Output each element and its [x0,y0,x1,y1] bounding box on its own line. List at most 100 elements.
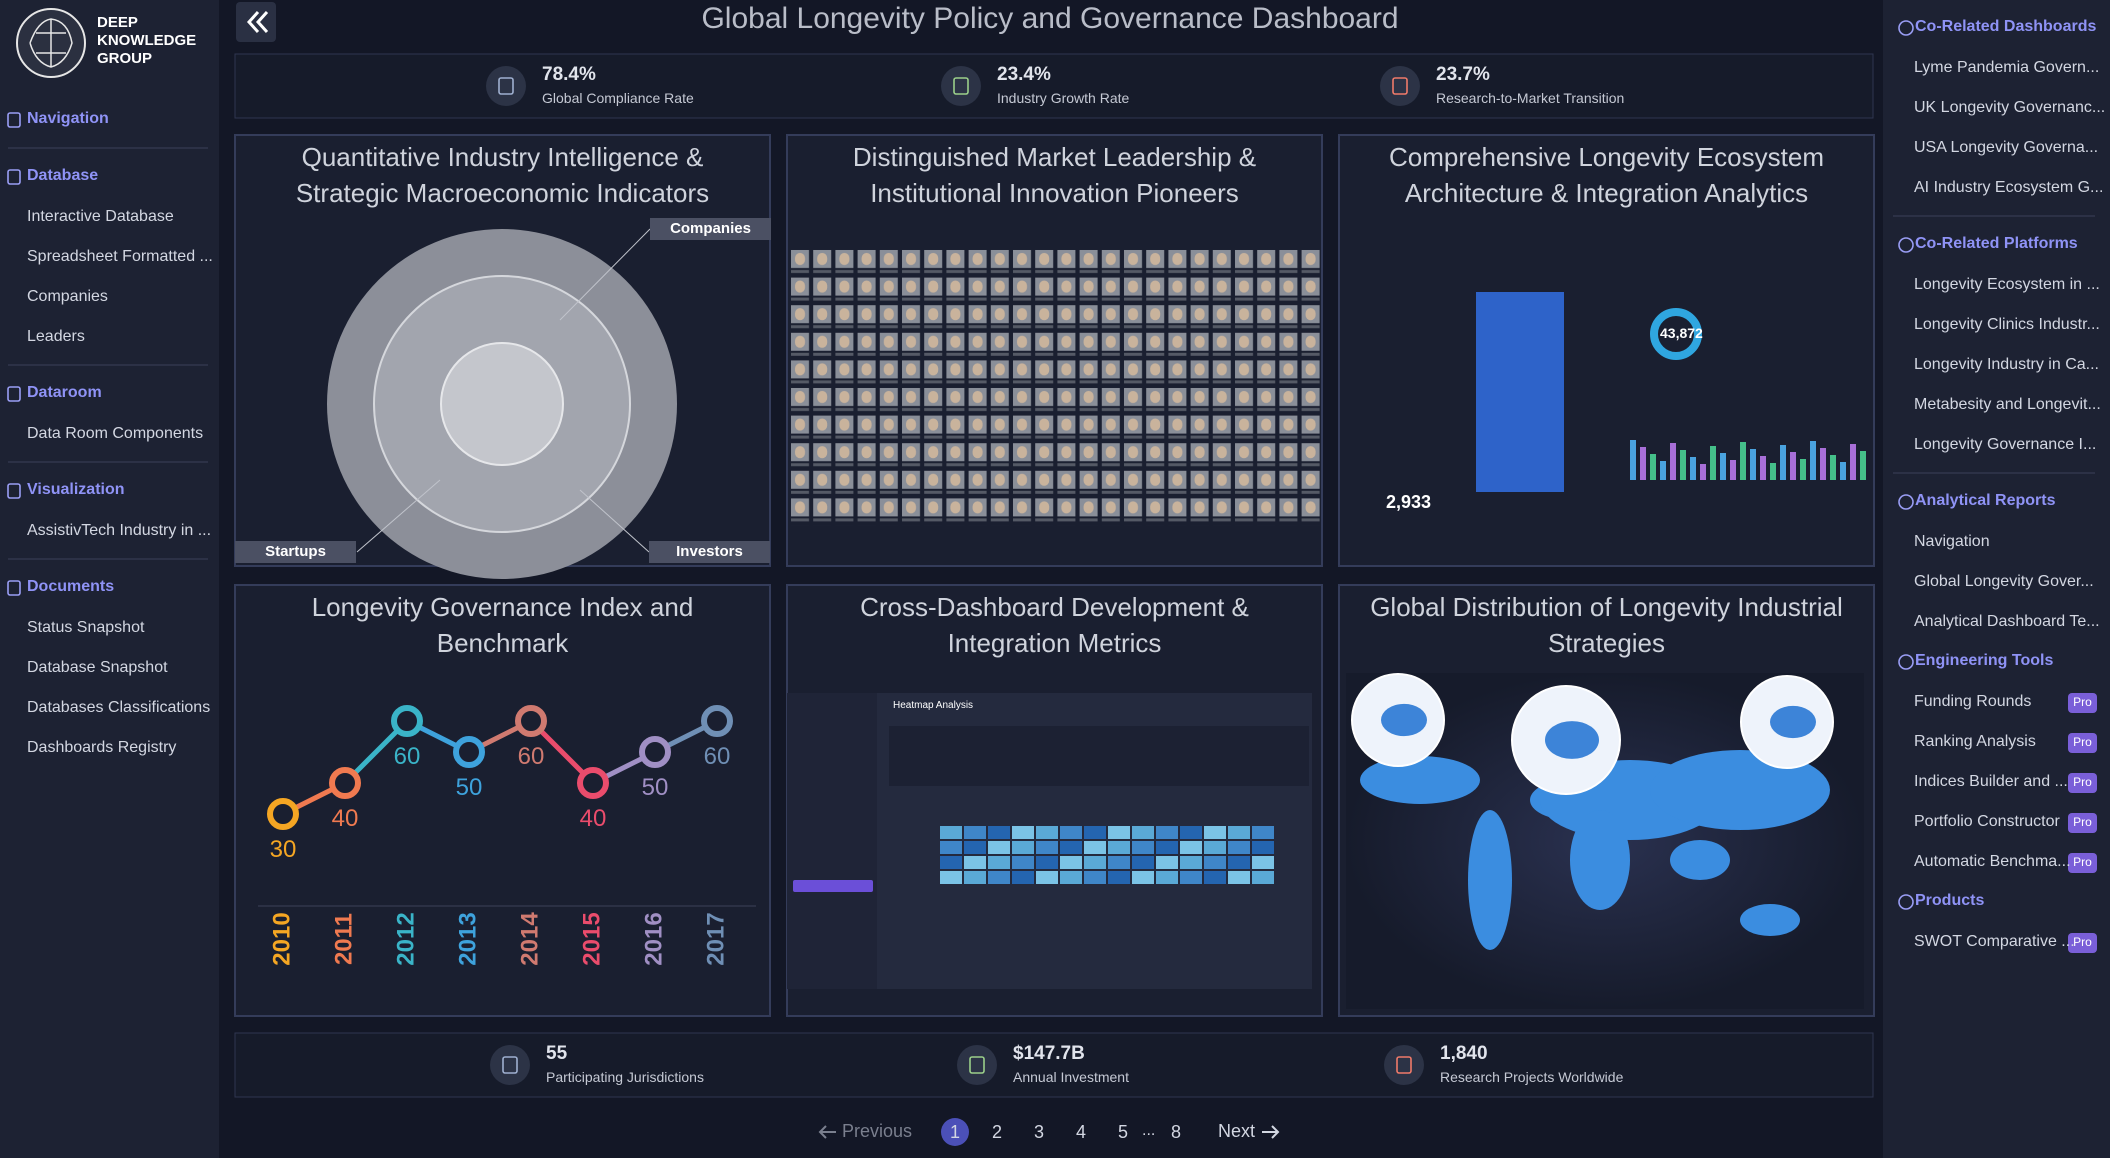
panel-title: Global Distribution of Longevity Industr… [1370,592,1843,658]
panel-title: Distinguished Market Leadership & Instit… [852,142,1257,208]
nav-item[interactable]: Database Snapshot [27,659,168,676]
nav-heading[interactable]: Visualization [27,481,125,498]
stat-value: 23.4% [997,64,1051,85]
nav-item[interactable]: UK Longevity Governanc... [1914,99,2106,116]
prev-button[interactable]: Previous [842,1121,913,1141]
page-number[interactable]: 8 [1170,1122,1181,1142]
mini-bar [1750,449,1756,480]
heat-cell [1180,826,1202,839]
page-number[interactable]: 2 [991,1122,1002,1142]
stat-label: Participating Jurisdictions [546,1069,704,1085]
pro-badge-text: Pro [2073,815,2092,829]
nav-item[interactable]: Interactive Database [27,208,174,225]
heat-cell [940,871,962,884]
ellipsis: ... [1142,1122,1156,1139]
nav-item[interactable]: Longevity Ecosystem in ... [1914,276,2100,293]
nav-item[interactable]: Data Room Components [27,425,204,442]
nav-item[interactable]: Ranking Analysis [1914,733,2036,750]
nav-item[interactable]: Spreadsheet Formatted ... [27,248,213,265]
tag [235,541,356,563]
heat-cell [940,841,962,854]
mini-bar [1740,442,1746,480]
pro-badge-text: Pro [2073,855,2092,869]
nav-item[interactable]: Longevity Governance I... [1914,436,2097,453]
figure-text: 43,872 [1660,325,1703,341]
heat-cell [988,856,1010,869]
nav-item[interactable]: Status Snapshot [27,619,145,636]
nav-item[interactable]: AI Industry Ecosystem G... [1914,179,2104,196]
nav-item[interactable]: Longevity Clinics Industr... [1914,316,2100,333]
tag [650,218,771,240]
nav-item[interactable]: Global Longevity Gover... [1914,573,2094,590]
nav-item[interactable]: Dashboards Registry [27,739,177,756]
value-label: 40 [331,805,359,832]
value-label: 50 [455,774,483,801]
nav-icon [1898,654,1914,670]
year-label: 2015 [578,912,605,965]
year-label: 2011 [330,913,357,965]
nav-heading[interactable]: Navigation [27,110,109,127]
page-number[interactable]: 1 [949,1122,960,1142]
nav-item[interactable]: Databases Classifications [27,699,211,716]
nav-heading[interactable]: Co-Related Dashboards [1915,18,2097,35]
nav-heading[interactable]: Engineering Tools [1915,652,2054,669]
mini-bar [1730,460,1736,480]
pro-badge [2068,933,2097,953]
nav-item[interactable]: Funding Rounds [1914,693,2032,710]
nav-item[interactable]: AssistivTech Industry in ... [27,522,212,539]
heat-cell [1084,856,1106,869]
nav-item[interactable]: Automatic Benchma... [1914,853,2071,870]
mini-bar [1830,455,1836,480]
nav-heading[interactable]: Products [1915,892,1985,909]
nav-heading[interactable]: Database [27,167,99,184]
nav-heading[interactable]: Dataroom [27,384,102,401]
next-button[interactable]: Next [1218,1121,1256,1141]
heat-cell [1012,871,1034,884]
pro-badge [2068,853,2097,873]
donut [1650,308,1702,360]
nav-item[interactable]: Portfolio Constructor [1914,813,2060,830]
nav-item[interactable]: Navigation [1914,533,1990,550]
nav-item[interactable]: SWOT Comparative ... [1914,933,2075,950]
right-sidebar [1883,0,2110,1158]
nav-icon [1898,20,1914,36]
page-number[interactable]: 3 [1033,1122,1044,1142]
nav-item[interactable]: Leaders [27,328,85,345]
nav-item[interactable]: Companies [27,288,108,305]
stat-value: 55 [546,1043,568,1064]
mini-bar [1860,451,1866,480]
nav-item[interactable]: USA Longevity Governa... [1914,139,2099,156]
stat-value: 23.7% [1436,64,1490,85]
panel-title: Comprehensive Longevity Ecosystem Archit… [1389,142,1824,208]
stat-icon [486,66,526,106]
nav-heading[interactable]: Co-Related Platforms [1915,235,2078,252]
heat-cell [1060,856,1082,869]
heat-cell [1012,841,1034,854]
heat-cell [1204,841,1226,854]
pro-badge [2068,773,2097,793]
stat-value: 78.4% [542,64,596,85]
heat-cell [1252,841,1274,854]
year-label: 2013 [454,912,481,965]
mini-bar [1770,463,1776,480]
nav-item[interactable]: Longevity Industry in Ca... [1914,356,2099,373]
heat-cell [1108,826,1130,839]
nav-heading[interactable]: Documents [27,578,115,595]
mini-bar [1760,456,1766,480]
nav-heading[interactable]: Analytical Reports [1915,492,2056,509]
page-number[interactable]: 4 [1075,1122,1086,1142]
heat-cell [988,841,1010,854]
nav-item[interactable]: Metabesity and Longevit... [1914,396,2101,413]
nav-item[interactable]: Indices Builder and ... [1914,773,2068,790]
nav-item[interactable]: Lyme Pandemia Govern... [1914,59,2100,76]
current-page [941,1118,969,1146]
nav-item[interactable]: Analytical Dashboard Te... [1914,613,2100,630]
page-number[interactable]: 5 [1117,1122,1128,1142]
inset-region [1770,705,1816,739]
heat-cell [988,871,1010,884]
heat-cell [1204,856,1226,869]
heat-cell [1108,871,1130,884]
value-label: 60 [517,743,545,770]
mini-bar [1820,448,1826,480]
panel [1338,134,1875,567]
